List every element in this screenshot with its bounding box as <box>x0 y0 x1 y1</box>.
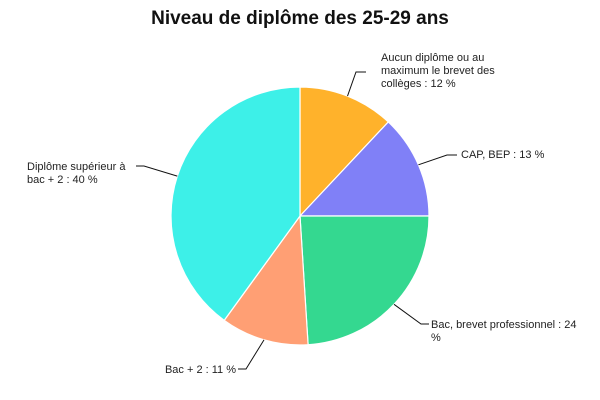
slice-label-4-line-1: bac + 2 : 40 % <box>27 174 98 186</box>
slice-label-0-line-2: collèges : 12 % <box>381 78 456 90</box>
pie-slice-2[interactable] <box>299 215 430 346</box>
slice-label-3-line-0: Bac + 2 : 11 % <box>165 364 236 376</box>
slice-label-2-line-1: % <box>431 332 441 344</box>
pie-slice-3[interactable] <box>223 214 309 346</box>
leader-line-3 <box>238 339 265 370</box>
slice-label-4-line-0: Diplôme supérieur à <box>27 161 126 173</box>
leader-line-0 <box>347 71 366 97</box>
chart-title: Niveau de diplôme des 25-29 ans <box>151 8 449 29</box>
slice-label-2: Bac, brevet professionnel : 24% <box>431 319 577 344</box>
leader-line-1 <box>418 154 457 166</box>
slice-label-2-line-0: Bac, brevet professionnel : 24 <box>431 319 577 331</box>
pie-slice-0[interactable] <box>299 86 390 218</box>
leader-line-4 <box>136 165 178 177</box>
pie-slice-4[interactable] <box>170 86 301 322</box>
slice-labels: Aucun diplôme ou au maximum le brevet des… <box>27 52 577 376</box>
slice-label-0-line-1: maximum le brevet des <box>381 65 495 77</box>
leader-line-2 <box>393 303 429 325</box>
pie-slices <box>170 86 430 346</box>
slice-label-4: Diplôme supérieur à bac + 2 : 40 % <box>27 161 126 186</box>
slice-label-1: CAP, BEP : 13 % <box>461 149 545 161</box>
slice-label-0-line-0: Aucun diplôme ou au <box>381 52 484 64</box>
slice-label-1-line-0: CAP, BEP : 13 % <box>461 149 545 161</box>
leader-lines <box>136 71 457 370</box>
slice-label-3: Bac + 2 : 11 % <box>165 364 236 376</box>
slice-label-0: Aucun diplôme ou au maximum le brevet des… <box>381 52 495 90</box>
